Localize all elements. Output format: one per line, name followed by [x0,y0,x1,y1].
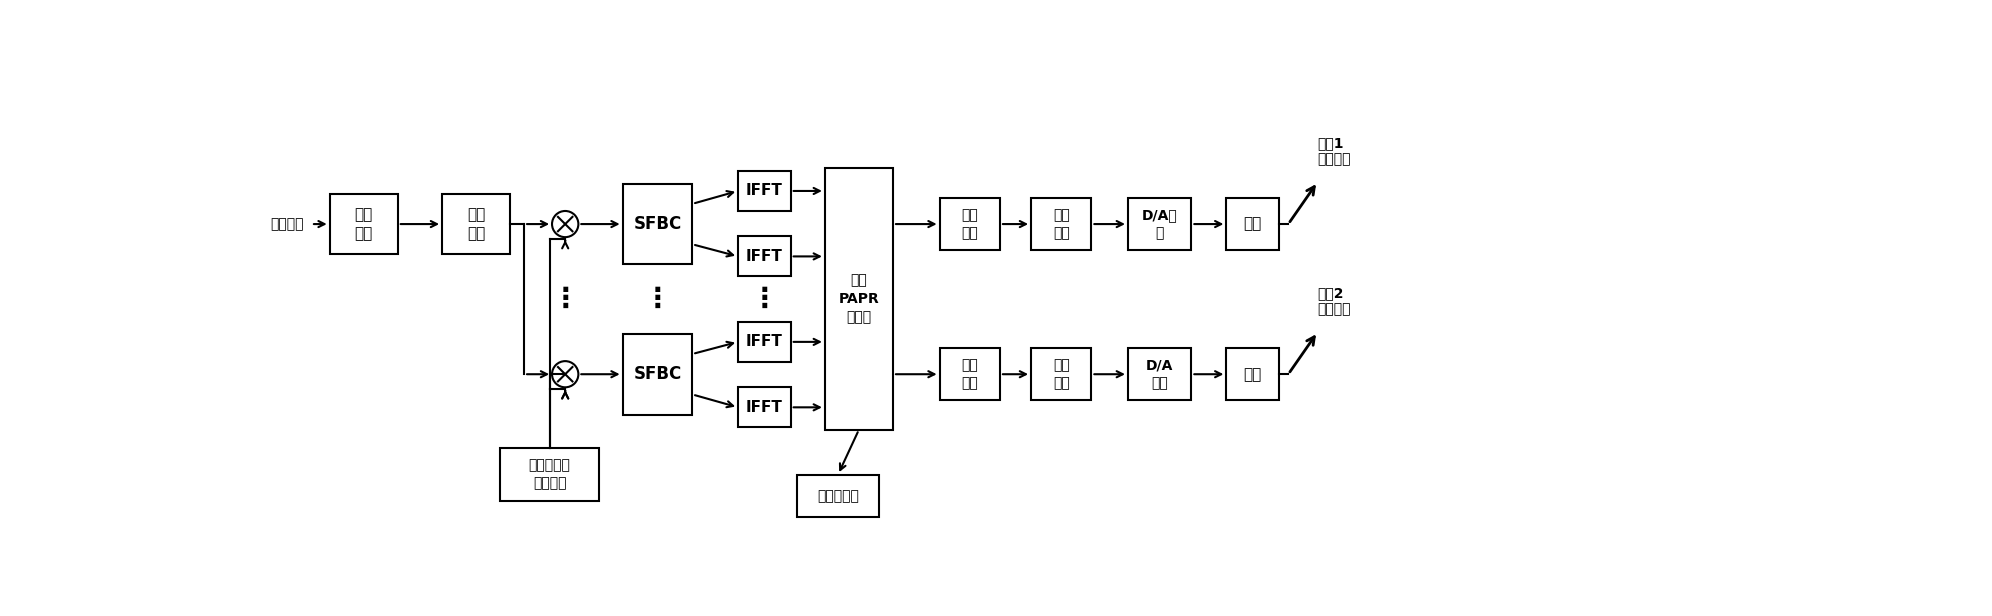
Bar [797,475,878,517]
Text: ⋮: ⋮ [643,285,671,313]
Bar [940,348,1000,400]
Bar [623,334,693,415]
Text: 并串
转换: 并串 转换 [962,358,978,391]
Text: 串并
转换: 串并 转换 [466,207,486,241]
Bar [1032,198,1092,250]
Text: 最佳
PAPR
选择器: 最佳 PAPR 选择器 [839,274,878,324]
Text: D/A转
换: D/A转 换 [1141,208,1177,240]
Bar [500,448,600,501]
Text: 天线1
发射信号: 天线1 发射信号 [1317,136,1351,166]
Text: 射频: 射频 [1243,217,1261,232]
Bar [1227,198,1279,250]
Text: ⋮: ⋮ [552,285,580,313]
Text: SFBC: SFBC [633,365,681,383]
Text: 边带副信息: 边带副信息 [817,489,859,503]
Bar [825,168,892,430]
Bar [737,322,791,362]
Text: 天线2
发射信号: 天线2 发射信号 [1317,286,1351,316]
Text: D/A
转换: D/A 转换 [1145,358,1173,391]
Text: 相位旋转序
列发生器: 相位旋转序 列发生器 [528,458,570,490]
Bar [623,184,693,264]
Text: 原始信号: 原始信号 [271,217,305,231]
Bar [1127,348,1191,400]
Bar [442,194,510,254]
Bar [737,387,791,428]
Text: 射频: 射频 [1243,367,1261,382]
Text: IFFT: IFFT [745,249,783,264]
Bar [940,198,1000,250]
Text: 并串
转换: 并串 转换 [962,208,978,240]
Bar [737,171,791,211]
Bar [1227,348,1279,400]
Bar [1127,198,1191,250]
Bar [737,237,791,277]
Text: IFFT: IFFT [745,184,783,198]
Text: SFBC: SFBC [633,215,681,233]
Text: ⋮: ⋮ [751,285,779,313]
Text: IFFT: IFFT [745,400,783,415]
Text: 基带
调制: 基带 调制 [355,207,373,241]
Text: 循环
前缓: 循环 前缓 [1054,358,1070,391]
Text: IFFT: IFFT [745,334,783,349]
Text: 循环
前缓: 循环 前缓 [1054,208,1070,240]
Bar [1032,348,1092,400]
Bar [329,194,398,254]
